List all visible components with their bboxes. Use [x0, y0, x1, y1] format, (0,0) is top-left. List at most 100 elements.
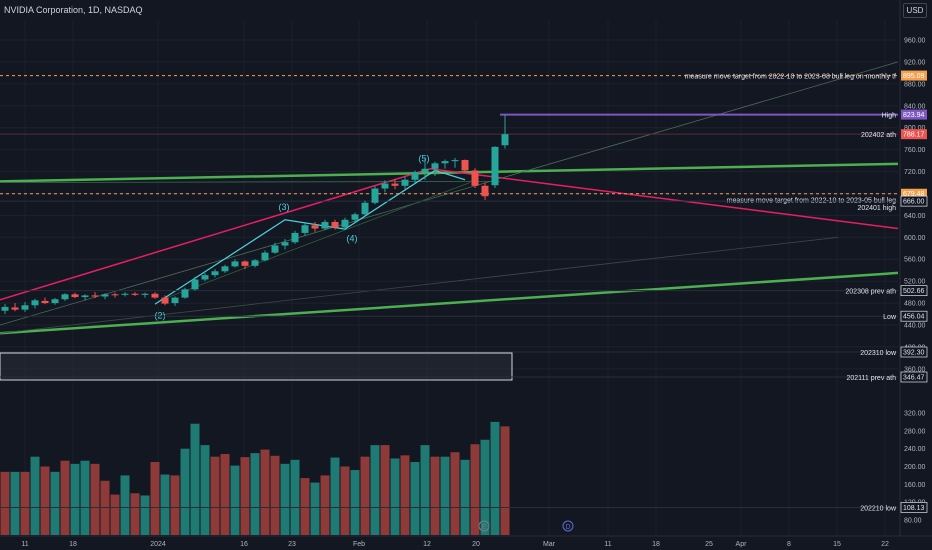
price-tick-label: 360.00 — [904, 366, 926, 373]
dividend-marker-label: D — [565, 524, 570, 531]
price-tag-label: 788.17 — [903, 132, 925, 139]
level-label: 202308 prev ath — [845, 289, 896, 296]
candle-body — [251, 260, 259, 266]
volume-bar — [150, 462, 160, 535]
candle-body — [351, 214, 359, 220]
candle-body — [231, 261, 239, 267]
volume-bar — [30, 456, 40, 535]
candle-body — [271, 245, 279, 253]
time-tick-label: 11 — [604, 541, 611, 548]
time-tick-label: 18 — [69, 541, 77, 548]
volume-bar — [440, 456, 450, 535]
time-tick-label: 18 — [652, 541, 660, 548]
candle-body — [201, 275, 209, 280]
candle-body — [51, 299, 59, 304]
price-tick-label: 760.00 — [904, 147, 926, 154]
time-tick-label: 20 — [472, 541, 480, 548]
volume-bar — [390, 458, 400, 535]
price-tag-label: 679.48 — [903, 191, 925, 198]
price-tag — [901, 70, 927, 81]
candle-body — [261, 252, 269, 261]
candle-body — [181, 289, 189, 298]
candle-body — [161, 297, 169, 304]
candle-body — [11, 307, 19, 310]
wave-label: (4) — [347, 234, 358, 244]
candle-body — [341, 219, 349, 228]
candle-body — [441, 161, 449, 164]
price-tick-label: 480.00 — [904, 301, 926, 308]
price-tag-label: 108.13 — [903, 505, 925, 512]
volume-bar — [130, 493, 140, 535]
candle-body — [461, 160, 469, 171]
channel-line — [159, 182, 471, 301]
price-tick-label: 840.00 — [904, 103, 926, 110]
candle-body — [81, 295, 89, 298]
price-tick-label: 800.00 — [904, 125, 926, 132]
candle-body — [411, 172, 419, 180]
time-tick-label: 23 — [288, 541, 296, 548]
volume-bar — [160, 474, 170, 535]
price-axis — [900, 0, 932, 550]
time-tick-label: 16 — [240, 541, 248, 548]
volume-bar — [70, 463, 80, 535]
candle-body — [501, 134, 509, 146]
volume-bar — [480, 439, 490, 535]
level-label: measure move target from 2022-10 to 2023… — [685, 74, 896, 81]
volume-bar — [40, 466, 50, 535]
red-trend-line — [429, 168, 899, 230]
range-box — [0, 352, 513, 381]
price-tag — [900, 371, 928, 383]
level-label: High — [882, 113, 897, 120]
time-tick-label: 22 — [881, 541, 889, 548]
candle-body — [131, 293, 139, 295]
volume-bar — [80, 460, 90, 535]
candle-body — [151, 293, 159, 298]
price-tag-label: 392.30 — [903, 350, 925, 357]
price-tag-label: 456.04 — [903, 314, 925, 321]
candle-body — [241, 261, 249, 266]
volume-bar — [410, 462, 420, 535]
price-tick-label: 920.00 — [904, 59, 926, 66]
volume-bar — [340, 466, 350, 535]
price-tick-label: 520.00 — [904, 279, 926, 286]
volume-bar — [360, 456, 370, 535]
volume-bar — [450, 452, 460, 535]
price-tag-label: 346.47 — [903, 375, 925, 382]
level-label: Low — [883, 314, 897, 321]
green-trend-line-lower — [0, 271, 899, 335]
volume-bar — [20, 471, 30, 535]
earnings-marker-label: E — [482, 524, 487, 531]
price-tag — [900, 310, 928, 322]
time-tick-label: 25 — [705, 541, 713, 548]
price-tick-label: 720.00 — [904, 169, 926, 176]
candle-body — [471, 170, 479, 186]
candle-body — [21, 305, 29, 310]
candle-body — [171, 297, 179, 304]
volume-bar — [200, 445, 210, 535]
candle-body — [1, 306, 9, 311]
candle-body — [41, 300, 49, 304]
candle-body — [401, 179, 409, 186]
price-tag-label: 666.00 — [903, 199, 925, 206]
candle-body — [481, 185, 489, 197]
volume-bar — [310, 482, 320, 535]
volume-bar — [370, 445, 380, 535]
candle-body — [111, 294, 119, 296]
volume-bar — [350, 470, 360, 535]
volume-bar — [300, 478, 310, 535]
price-tag — [901, 188, 927, 199]
price-tag-label: 502.66 — [903, 288, 925, 295]
price-tag — [900, 502, 928, 513]
volume-bar — [460, 459, 470, 535]
currency-button[interactable]: USD — [903, 3, 927, 18]
candle-body — [381, 183, 389, 189]
candle-body — [91, 295, 99, 297]
wave-label: (3) — [279, 202, 290, 212]
candle-body — [31, 300, 39, 306]
price-tag-label: 823.94 — [903, 112, 925, 119]
candle-body — [371, 188, 379, 203]
price-tick-label: 440.00 — [904, 323, 926, 330]
channel-line — [0, 236, 839, 334]
candle-body — [431, 163, 439, 169]
